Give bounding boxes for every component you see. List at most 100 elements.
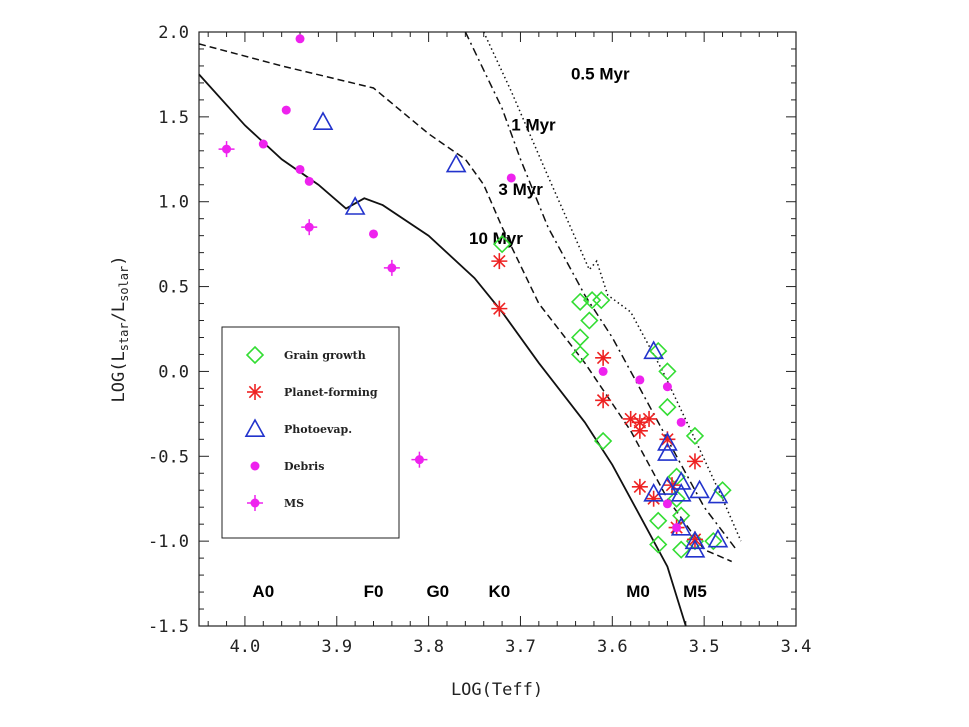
y-axis-label-part: LOG(L: [109, 351, 129, 402]
spectral-type-labels: A0 F0 G0 K0 M0 M5: [252, 582, 706, 601]
asterisk-stroke: [596, 351, 610, 365]
x-tick-label: 3.8: [413, 637, 444, 657]
point-debris: [672, 523, 682, 533]
point-photoevap-: [684, 530, 706, 550]
point-debris: [295, 34, 305, 44]
point-grain-growth: [649, 535, 668, 554]
x-tick-label: 3.9: [321, 637, 352, 657]
data-points: [218, 34, 732, 559]
point-grain-growth: [492, 235, 512, 254]
y-tick-label: 0.5: [158, 278, 189, 298]
point-grain-growth: [704, 532, 723, 551]
point-grain-growth: [649, 511, 668, 530]
point-grain-growth: [593, 431, 613, 451]
point-grain-growth: [592, 291, 611, 310]
point-planet-forming: [595, 349, 612, 366]
y-tick-label: 0.0: [158, 362, 189, 382]
point-debris: [258, 139, 268, 149]
y-tick-label: -1.5: [148, 617, 189, 637]
x-tick-label: 3.7: [505, 637, 536, 657]
point-debris: [662, 382, 672, 392]
legend-marker: [250, 461, 260, 471]
point-grain-growth: [658, 397, 677, 417]
legend-label: Photoevap.: [284, 423, 352, 436]
point-planet-forming: [491, 300, 508, 317]
point-ms: [411, 451, 428, 468]
x-tick-label: 3.6: [597, 637, 628, 657]
asterisk-stroke: [688, 455, 702, 468]
point-photoevap-: [312, 111, 334, 130]
point-photoevap-: [657, 442, 678, 461]
y-tick-label: 1.0: [158, 193, 189, 213]
spectral-type-label: K0: [488, 582, 510, 601]
asterisk-stroke: [624, 412, 637, 426]
isochrone-label: 0.5 Myr: [571, 65, 630, 84]
asterisk-stroke: [647, 492, 660, 505]
point-grain-growth: [667, 489, 686, 508]
point-grain-growth: [571, 345, 590, 364]
point-grain-growth: [685, 532, 705, 551]
point-grain-growth: [571, 328, 590, 347]
point-photoevap-: [643, 482, 664, 502]
legend-label: Debris: [284, 460, 324, 473]
asterisk-stroke: [633, 480, 647, 494]
y-axis-label-part: solar: [117, 266, 131, 302]
legend-label: Planet-forming: [284, 386, 378, 399]
y-axis-label-part: /L: [109, 302, 129, 322]
spectral-type-label: G0: [426, 582, 449, 601]
point-ms: [383, 259, 400, 276]
point-debris: [369, 229, 379, 239]
point-grain-growth: [580, 311, 599, 330]
point-ms: [301, 219, 318, 236]
y-tick-label: 1.5: [158, 108, 189, 128]
spectral-type-label: A0: [252, 582, 274, 601]
asterisk-stroke: [633, 424, 647, 438]
x-tick-label: 3.4: [781, 637, 812, 657]
point-debris: [281, 105, 291, 115]
point-debris: [506, 173, 516, 183]
point-debris: [295, 164, 305, 174]
y-tick-label: -0.5: [148, 447, 189, 467]
legend: Grain growth Planet-forming Photoevap. Debr…: [221, 326, 400, 539]
point-planet-forming: [631, 478, 648, 495]
isochrone-line: [483, 31, 742, 542]
spectral-type-label: M0: [626, 582, 650, 601]
x-tick-label: 3.5: [689, 637, 720, 657]
asterisk-stroke: [493, 254, 506, 268]
point-grain-growth: [649, 341, 668, 361]
point-photoevap-: [684, 538, 706, 558]
point-photoevap-: [657, 432, 678, 451]
legend-marker: [245, 345, 265, 365]
spectral-type-label: M5: [683, 582, 707, 601]
point-grain-growth: [582, 291, 602, 310]
point-photoevap-: [643, 340, 664, 360]
asterisk-stroke: [642, 412, 656, 426]
asterisk-stroke: [248, 385, 262, 399]
point-photoevap-: [344, 196, 366, 215]
spectral-type-label: F0: [364, 582, 384, 601]
x-tick-label: 4.0: [230, 637, 261, 657]
axis-ticks: 4.0 3.9 3.8 3.7 3.6 3.5 3.4 2.0 1.5 1.0 0.5 0.0 -0.5…: [148, 23, 811, 657]
point-grain-growth: [658, 362, 677, 381]
point-photoevap-: [689, 479, 710, 499]
point-planet-forming: [595, 392, 612, 409]
point-planet-forming: [645, 490, 662, 507]
legend-marker: [247, 384, 263, 400]
point-debris: [662, 499, 672, 509]
isochrone-label: 1 Myr: [511, 115, 556, 134]
asterisk-stroke: [661, 433, 674, 446]
isochrone-line: [464, 31, 737, 551]
point-photoevap-: [445, 153, 467, 173]
point-planet-forming: [686, 453, 703, 470]
y-axis-label-part: ): [109, 256, 129, 266]
point-grain-growth: [685, 426, 705, 446]
point-debris: [304, 176, 314, 186]
point-ms: [218, 141, 235, 158]
y-axis-label-part: star: [117, 322, 131, 351]
point-planet-forming: [491, 253, 508, 270]
asterisk-stroke: [493, 302, 506, 315]
y-axis-label: LOG(Lstar/Lsolar): [109, 256, 131, 403]
point-debris: [598, 366, 608, 376]
